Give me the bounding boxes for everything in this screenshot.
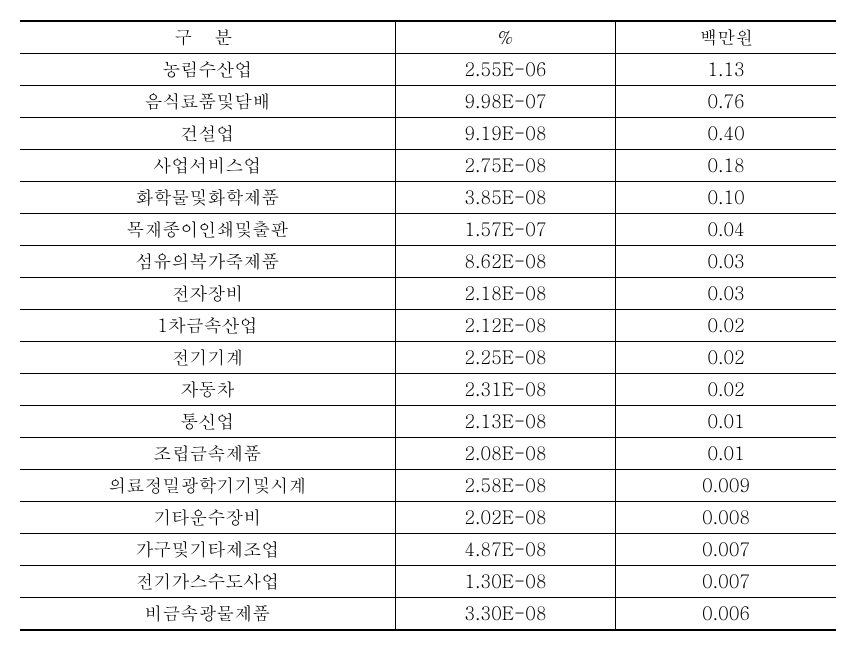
cell-percent: 2.25E-08 bbox=[395, 342, 615, 374]
cell-value: 0.01 bbox=[616, 406, 836, 438]
cell-percent: 1.30E-08 bbox=[395, 566, 615, 598]
cell-value: 0.40 bbox=[616, 118, 836, 150]
cell-category: 전자장비 bbox=[20, 278, 395, 310]
table-row: 건설업9.19E-080.40 bbox=[20, 118, 836, 150]
header-category-label: 구 분 bbox=[174, 25, 240, 50]
table-row: 비금속광물제품3.30E-080.006 bbox=[20, 598, 836, 631]
cell-category: 화학물및화학제품 bbox=[20, 182, 395, 214]
cell-percent: 2.75E-08 bbox=[395, 150, 615, 182]
table-row: 가구및기타제조업4.87E-080.007 bbox=[20, 534, 836, 566]
table-row: 화학물및화학제품3.85E-080.10 bbox=[20, 182, 836, 214]
header-value: 백만원 bbox=[616, 21, 836, 54]
cell-percent: 2.13E-08 bbox=[395, 406, 615, 438]
cell-value: 1.13 bbox=[616, 54, 836, 86]
cell-value: 0.008 bbox=[616, 502, 836, 534]
cell-percent: 2.12E-08 bbox=[395, 310, 615, 342]
table-row: 목재종이인쇄및출판1.57E-070.04 bbox=[20, 214, 836, 246]
table-row: 조립금속제품2.08E-080.01 bbox=[20, 438, 836, 470]
data-table: 구 분 % 백만원 농림수산업2.55E-061.13음식료품및담배9.98E-… bbox=[20, 20, 836, 631]
table-row: 사업서비스업2.75E-080.18 bbox=[20, 150, 836, 182]
table-row: 음식료품및담배9.98E-070.76 bbox=[20, 86, 836, 118]
cell-category: 사업서비스업 bbox=[20, 150, 395, 182]
cell-category: 건설업 bbox=[20, 118, 395, 150]
cell-percent: 9.98E-07 bbox=[395, 86, 615, 118]
table-row: 전기가스수도사업1.30E-080.007 bbox=[20, 566, 836, 598]
cell-value: 0.007 bbox=[616, 566, 836, 598]
cell-percent: 2.08E-08 bbox=[395, 438, 615, 470]
cell-category: 가구및기타제조업 bbox=[20, 534, 395, 566]
cell-percent: 9.19E-08 bbox=[395, 118, 615, 150]
cell-percent: 2.18E-08 bbox=[395, 278, 615, 310]
cell-percent: 3.30E-08 bbox=[395, 598, 615, 631]
cell-percent: 3.85E-08 bbox=[395, 182, 615, 214]
cell-category: 조립금속제품 bbox=[20, 438, 395, 470]
cell-percent: 2.02E-08 bbox=[395, 502, 615, 534]
table-body: 농림수산업2.55E-061.13음식료품및담배9.98E-070.76건설업9… bbox=[20, 54, 836, 631]
cell-category: 전기기계 bbox=[20, 342, 395, 374]
cell-category: 기타운수장비 bbox=[20, 502, 395, 534]
cell-category: 자동차 bbox=[20, 374, 395, 406]
cell-category: 1차금속산업 bbox=[20, 310, 395, 342]
cell-value: 0.02 bbox=[616, 342, 836, 374]
cell-value: 0.01 bbox=[616, 438, 836, 470]
cell-value: 0.03 bbox=[616, 278, 836, 310]
cell-value: 0.009 bbox=[616, 470, 836, 502]
cell-category: 의료정밀광학기기및시계 bbox=[20, 470, 395, 502]
table-row: 전기기계2.25E-080.02 bbox=[20, 342, 836, 374]
cell-value: 0.10 bbox=[616, 182, 836, 214]
cell-value: 0.18 bbox=[616, 150, 836, 182]
table-row: 기타운수장비2.02E-080.008 bbox=[20, 502, 836, 534]
header-row: 구 분 % 백만원 bbox=[20, 21, 836, 54]
table-container: 구 분 % 백만원 농림수산업2.55E-061.13음식료품및담배9.98E-… bbox=[20, 20, 836, 631]
cell-value: 0.04 bbox=[616, 214, 836, 246]
cell-category: 전기가스수도사업 bbox=[20, 566, 395, 598]
table-row: 전자장비2.18E-080.03 bbox=[20, 278, 836, 310]
cell-percent: 2.58E-08 bbox=[395, 470, 615, 502]
header-category: 구 분 bbox=[20, 21, 395, 54]
cell-value: 0.007 bbox=[616, 534, 836, 566]
table-row: 농림수산업2.55E-061.13 bbox=[20, 54, 836, 86]
table-row: 자동차2.31E-080.02 bbox=[20, 374, 836, 406]
table-row: 의료정밀광학기기및시계2.58E-080.009 bbox=[20, 470, 836, 502]
cell-category: 목재종이인쇄및출판 bbox=[20, 214, 395, 246]
table-header: 구 분 % 백만원 bbox=[20, 21, 836, 54]
cell-value: 0.76 bbox=[616, 86, 836, 118]
cell-category: 비금속광물제품 bbox=[20, 598, 395, 631]
cell-value: 0.03 bbox=[616, 246, 836, 278]
cell-percent: 8.62E-08 bbox=[395, 246, 615, 278]
header-percent: % bbox=[395, 21, 615, 54]
table-row: 1차금속산업2.12E-080.02 bbox=[20, 310, 836, 342]
cell-value: 0.006 bbox=[616, 598, 836, 631]
cell-percent: 4.87E-08 bbox=[395, 534, 615, 566]
cell-percent: 2.31E-08 bbox=[395, 374, 615, 406]
cell-percent: 1.57E-07 bbox=[395, 214, 615, 246]
cell-value: 0.02 bbox=[616, 310, 836, 342]
cell-value: 0.02 bbox=[616, 374, 836, 406]
cell-category: 통신업 bbox=[20, 406, 395, 438]
cell-percent: 2.55E-06 bbox=[395, 54, 615, 86]
cell-category: 음식료품및담배 bbox=[20, 86, 395, 118]
cell-category: 섬유의복가죽제품 bbox=[20, 246, 395, 278]
table-row: 통신업2.13E-080.01 bbox=[20, 406, 836, 438]
table-row: 섬유의복가죽제품8.62E-080.03 bbox=[20, 246, 836, 278]
cell-category: 농림수산업 bbox=[20, 54, 395, 86]
